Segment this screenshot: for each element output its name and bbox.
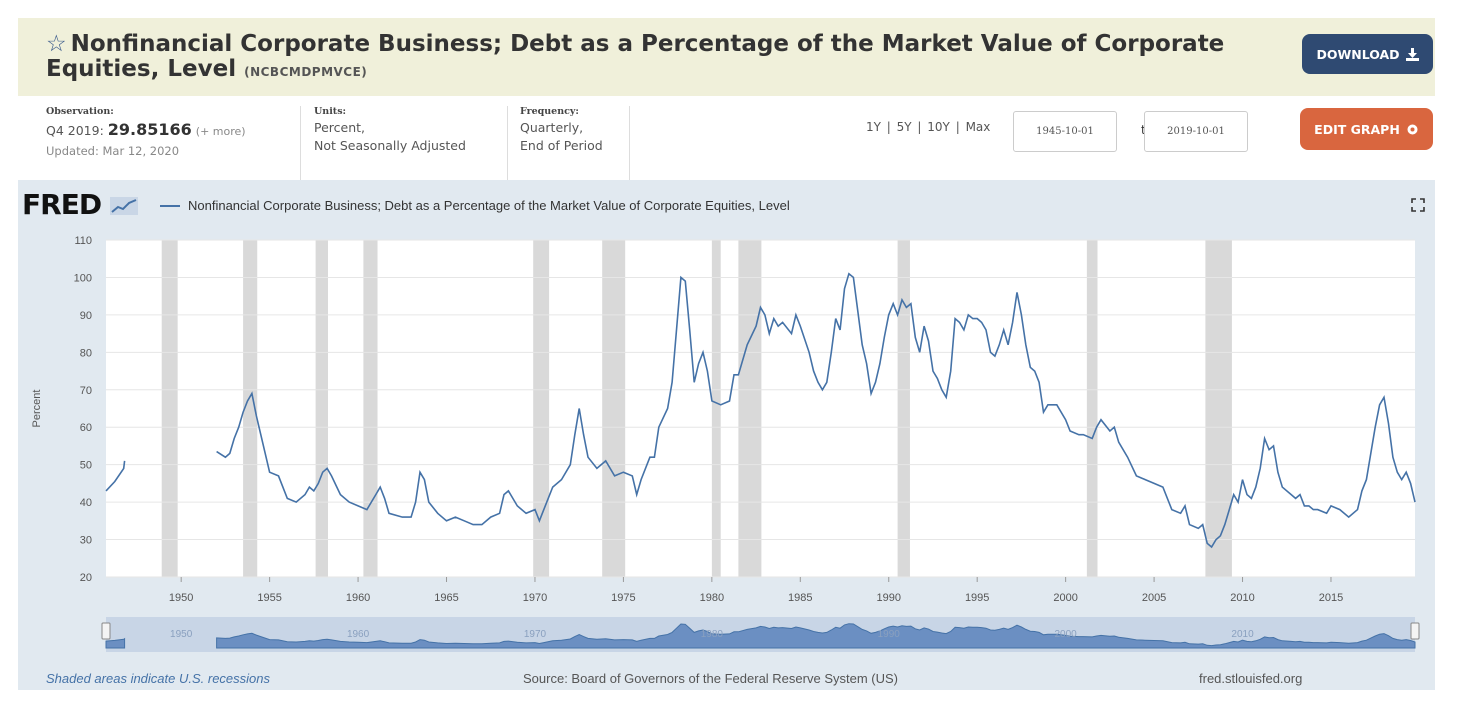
x-tick-label: 1995 [965, 592, 989, 604]
observation-value: 29.85166 [107, 120, 192, 139]
series-title: Nonfinancial Corporate Business; Debt as… [46, 31, 1225, 82]
range-5y[interactable]: 5Y [896, 120, 912, 134]
recession-band [711, 240, 721, 577]
frequency-line1: Quarterly, [520, 120, 584, 135]
x-tick-label: 1955 [257, 592, 281, 604]
observation-block: Observation: Q4 2019: 29.85166 (+ more) … [46, 106, 301, 180]
range-max[interactable]: Max [965, 120, 991, 134]
download-button[interactable]: DOWNLOAD [1302, 34, 1433, 74]
x-tick-label: 1990 [877, 592, 901, 604]
recession-band [315, 240, 328, 577]
units-label: Units: [314, 106, 347, 117]
x-tick-label: 1950 [169, 592, 193, 604]
observation-period: Q4 2019: [46, 123, 104, 138]
x-tick-label: 2000 [1053, 592, 1077, 604]
navigator-label: 1990 [878, 629, 901, 640]
navigator-label: 1960 [347, 629, 370, 640]
x-tick-label: 2015 [1319, 592, 1343, 604]
navigator-handle-right[interactable] [1410, 622, 1420, 640]
legend-label: Nonfinancial Corporate Business; Debt as… [188, 198, 790, 213]
series-line[interactable] [216, 272, 1416, 549]
navigator-series [105, 637, 126, 649]
series-id: (NCBCMDPMVCE) [244, 65, 368, 79]
series-line[interactable] [105, 460, 126, 492]
y-tick-label: 70 [80, 385, 92, 397]
units-line2: Not Seasonally Adjusted [314, 138, 466, 153]
recession-band [363, 240, 378, 577]
recession-band [1086, 240, 1098, 577]
y-tick-label: 40 [80, 497, 92, 509]
edit-graph-label: EDIT GRAPH [1314, 121, 1400, 137]
y-tick-label: 100 [74, 272, 92, 284]
recession-band [533, 240, 550, 577]
fred-logo-text: FRED [22, 188, 102, 221]
range-10y[interactable]: 10Y [927, 120, 950, 134]
recession-band [243, 240, 258, 577]
range-1y[interactable]: 1Y [866, 120, 881, 134]
chart-panel: 20 30 40 50 60 70 80 90 100 110 1950 1955 1960 1965 19… [18, 180, 1435, 690]
x-tick-label: 1960 [346, 592, 370, 604]
y-tick-label: 60 [80, 422, 92, 434]
download-label: DOWNLOAD [1316, 46, 1400, 62]
page-title: ☆ Nonfinancial Corporate Business; Debt a… [46, 32, 1276, 85]
edit-graph-button[interactable]: EDIT GRAPH [1300, 108, 1433, 150]
navigator-label: 2000 [1055, 629, 1078, 640]
frequency-block: Frequency: Quarterly, End of Period [520, 106, 630, 180]
star-icon[interactable]: ☆ [46, 31, 67, 57]
y-tick-label: 30 [80, 535, 92, 547]
legend-swatch [160, 204, 180, 207]
more-link[interactable]: (+ more) [195, 125, 246, 138]
y-tick-label: 110 [74, 235, 92, 247]
navigator-handle-left[interactable] [101, 622, 111, 640]
download-icon [1405, 47, 1419, 61]
observation-line: Q4 2019: 29.85166 (+ more) [46, 120, 292, 139]
navigator-label: 1980 [701, 629, 724, 640]
frequency-label: Frequency: [520, 106, 579, 117]
site-link[interactable]: fred.stlouisfed.org [1199, 671, 1303, 686]
chart-legend: Nonfinancial Corporate Business; Debt as… [160, 198, 790, 213]
recession-band [161, 240, 178, 577]
y-tick-label: 20 [80, 572, 92, 584]
fullscreen-icon[interactable] [1411, 198, 1425, 212]
x-tick-label: 1980 [700, 592, 724, 604]
chart-icon [109, 197, 138, 215]
recession-band [1205, 240, 1232, 577]
units-line1: Percent, [314, 120, 366, 135]
line-chart[interactable]: 20 30 40 50 60 70 80 90 100 110 1950 1955 1960 1965 19… [18, 180, 1435, 690]
range-links: 1Y | 5Y | 10Y | Max [866, 120, 991, 134]
recession-band [897, 240, 910, 577]
end-date-input[interactable]: 2019-10-01 [1144, 111, 1248, 152]
source-note: Source: Board of Governors of the Federa… [523, 671, 898, 686]
recession-note: Shaded areas indicate U.S. recessions [46, 671, 271, 686]
x-tick-label: 1985 [788, 592, 812, 604]
x-tick-label: 1970 [523, 592, 547, 604]
fred-logo: FRED [22, 188, 138, 221]
series-header: ☆ Nonfinancial Corporate Business; Debt a… [18, 18, 1435, 96]
updated-date: Updated: Mar 12, 2020 [46, 144, 180, 158]
gear-icon [1407, 124, 1418, 134]
recession-band [738, 240, 762, 577]
x-tick-label: 1975 [611, 592, 635, 604]
y-axis-label: Percent [31, 390, 43, 428]
y-tick-label: 80 [80, 347, 92, 359]
navigator-series [216, 623, 1416, 649]
y-tick-label: 90 [80, 310, 92, 322]
y-tick-label: 50 [80, 460, 92, 472]
start-date-input[interactable]: 1945-10-01 [1013, 111, 1117, 152]
series-metadata: Observation: Q4 2019: 29.85166 (+ more) … [18, 96, 1435, 180]
x-tick-label: 2010 [1230, 592, 1254, 604]
x-tick-label: 2005 [1142, 592, 1166, 604]
navigator-label: 2010 [1231, 629, 1254, 640]
x-tick-label: 1965 [434, 592, 458, 604]
frequency-line2: End of Period [520, 138, 603, 153]
units-block: Units: Percent, Not Seasonally Adjusted [314, 106, 508, 180]
navigator-label: 1950 [170, 629, 193, 640]
recession-band [602, 240, 626, 577]
observation-label: Observation: [46, 106, 114, 117]
navigator-label: 1970 [524, 629, 547, 640]
